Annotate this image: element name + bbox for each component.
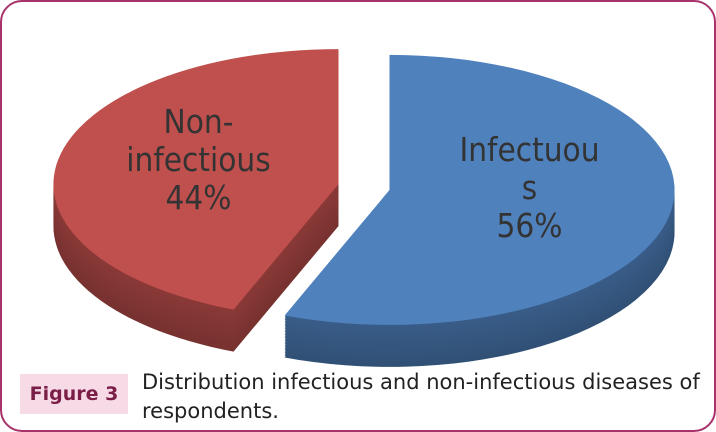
- value-label: 44%: [165, 177, 232, 217]
- slice: [53, 49, 339, 310]
- category-label: Infectuous: [459, 131, 600, 208]
- slice-label-box: Infectuous 56%: [455, 131, 605, 245]
- category-label: Non-infectious: [126, 102, 271, 179]
- slice: [284, 54, 675, 325]
- figure-label: Figure 3: [20, 374, 128, 414]
- figure-caption: Distribution infectious and non-infectio…: [142, 370, 700, 423]
- slice-label-box: Non-infectious 44%: [123, 103, 273, 217]
- value-label: 56%: [496, 206, 563, 246]
